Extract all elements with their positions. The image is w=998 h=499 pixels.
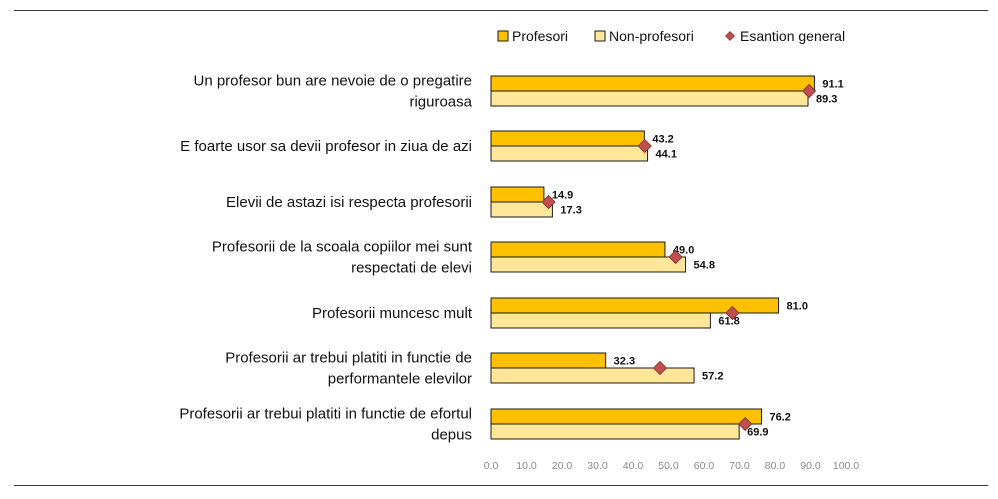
x-tick-label-30-0: 30.0	[587, 460, 608, 472]
bar-profesori-2	[490, 130, 645, 147]
category-label-4: Profesorii de la scoala copiilor mei sun…	[212, 239, 473, 277]
value-label-non-profesori-7: 69.9	[747, 427, 768, 439]
value-label-non-profesori-3: 17.3	[560, 205, 581, 217]
bar-profesori-3	[490, 186, 545, 203]
value-label-profesori-5: 81.0	[787, 301, 808, 313]
x-tick-label-100-0: 100.0	[833, 460, 859, 472]
bar-non-profesori-4	[490, 256, 687, 273]
marker-esantion-general-7	[738, 416, 753, 432]
esantion-markers	[541, 83, 817, 432]
top-rule	[14, 10, 988, 11]
bar-profesori-7	[490, 408, 763, 425]
category-label-2: E foarte usor sa devii profesor in ziua …	[180, 138, 472, 155]
x-tick-label-10-0: 10.0	[516, 460, 537, 472]
category-label-line: riguroasa	[409, 94, 472, 111]
bottom-rule	[14, 485, 988, 486]
value-label-non-profesori-2: 44.1	[656, 149, 677, 161]
x-axis: 0.0 10.0 20.0 30.0 40.0 50.0 60.0 70.0 80.0 90.0 1…	[484, 460, 860, 472]
category-label-line: performantele elevilor	[328, 371, 472, 388]
category-label-3: Elevii de astazi isi respecta profesorii	[226, 194, 472, 211]
bar-non-profesori-6	[490, 367, 695, 384]
category-label-7: Profesorii ar trebui platiti in functie …	[179, 406, 472, 444]
legend-label-profesori: Profesori	[512, 28, 568, 44]
category-label-line: Profesorii ar trebui platiti in functie …	[179, 406, 472, 423]
value-label-profesori-2: 43.2	[652, 134, 673, 146]
bars	[490, 75, 815, 440]
bar-non-profesori-5	[490, 312, 711, 329]
legend-label-esantion-general: Esantion general	[740, 28, 845, 44]
bar-non-profesori-3	[490, 201, 553, 218]
marker-esantion-general-1	[802, 83, 817, 99]
category-label-line: Profesorii muncesc mult	[312, 305, 473, 322]
category-label-line: Un profesor bun are nevoie de o pregatir…	[193, 73, 472, 90]
bar-profesori-1	[490, 75, 815, 92]
x-tick-label-40-0: 40.0	[623, 460, 644, 472]
value-label-non-profesori-6: 57.2	[702, 371, 723, 383]
legend-swatch-non-profesori	[594, 30, 606, 42]
value-label-profesori-3: 14.9	[552, 190, 573, 202]
value-label-non-profesori-4: 54.8	[694, 260, 715, 272]
marker-esantion-general-6	[652, 360, 668, 376]
bar-non-profesori-1	[490, 90, 809, 107]
marker-esantion-general-4	[668, 249, 683, 265]
x-tick-label-0-0: 0.0	[484, 460, 499, 472]
marker-esantion-general-3	[541, 194, 556, 210]
x-tick-label-60-0: 60.0	[694, 460, 715, 472]
x-tick-label-80-0: 80.0	[765, 460, 786, 472]
value-label-non-profesori-5: 61.8	[718, 316, 739, 328]
legend-swatch-esantion-general	[725, 31, 735, 41]
category-label-line: respectati de elevi	[351, 260, 472, 277]
marker-esantion-general-2	[637, 138, 652, 154]
value-label-non-profesori-1: 89.3	[816, 94, 837, 106]
category-label-6: Profesorii ar trebui platiti in functie …	[225, 350, 472, 388]
category-label-line: Profesorii de la scoala copiilor mei sun…	[212, 239, 473, 256]
x-tick-label-50-0: 50.0	[658, 460, 679, 472]
bar-non-profesori-2	[490, 145, 649, 162]
category-label-line: E foarte usor sa devii profesor in ziua …	[180, 138, 472, 155]
x-tick-label-90-0: 90.0	[800, 460, 821, 472]
bar-profesori-6	[490, 352, 607, 369]
bar-non-profesori-7	[490, 423, 740, 440]
value-label-profesori-6: 32.3	[614, 356, 635, 368]
x-tick-label-20-0: 20.0	[552, 460, 573, 472]
value-label-profesori-7: 76.2	[770, 412, 791, 424]
category-label-line: Profesorii ar trebui platiti in functie …	[225, 350, 472, 367]
category-labels: Un profesor bun are nevoie de o pregatir…	[179, 73, 472, 444]
legend-label-non-profesori: Non-profesori	[609, 28, 694, 44]
marker-esantion-general-5	[725, 305, 740, 321]
x-tick-label-70-0: 70.0	[729, 460, 750, 472]
bar-profesori-4	[490, 241, 666, 258]
legend: Profesori Non-profesori Esantion general	[497, 28, 845, 44]
category-label-line: depus	[431, 427, 472, 444]
value-label-profesori-1: 91.1	[822, 79, 843, 91]
legend-swatch-profesori	[497, 30, 509, 42]
category-label-line: Elevii de astazi isi respecta profesorii	[226, 194, 472, 211]
category-label-5: Profesorii muncesc mult	[312, 305, 473, 322]
category-label-1: Un profesor bun are nevoie de o pregatir…	[193, 73, 472, 111]
